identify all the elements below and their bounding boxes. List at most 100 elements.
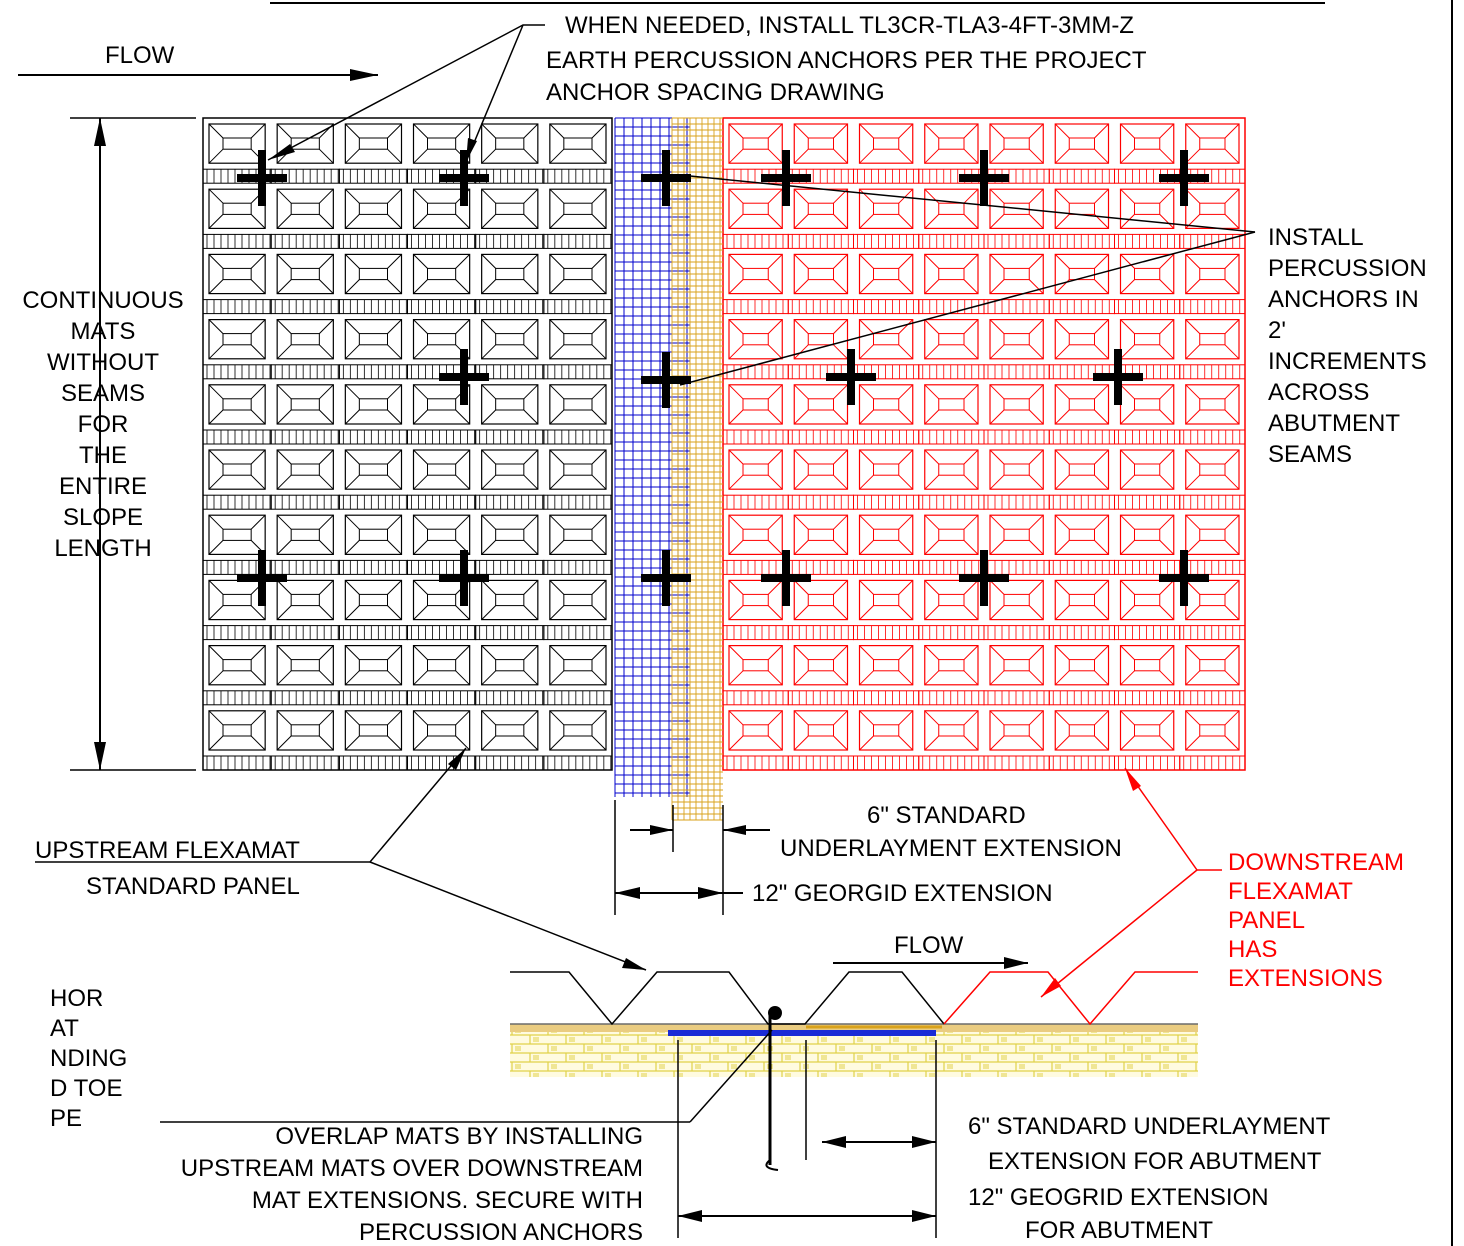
mat-tie-strip <box>853 755 920 771</box>
mat-block-top <box>427 333 457 346</box>
mat-tie-strip <box>983 559 1050 575</box>
mat-tie-hatch <box>547 430 612 444</box>
mat-block <box>858 710 914 751</box>
mat-block-top <box>873 659 900 672</box>
mat-tie-strip <box>722 233 789 249</box>
mat-tie-strip <box>1048 299 1115 315</box>
anchor-cross-v <box>782 150 790 206</box>
mat-block <box>858 514 914 556</box>
mat-block <box>1119 644 1175 686</box>
mat-block <box>276 188 334 229</box>
mat-tie-strip <box>475 625 545 641</box>
mat-tie-strip <box>983 625 1050 641</box>
mat-block <box>1185 384 1240 425</box>
upstream-leader-arrow-2 <box>622 958 646 970</box>
mat-block-bevel <box>924 449 979 490</box>
mat-block-top <box>807 528 834 541</box>
mat-block <box>989 449 1044 490</box>
downstream-block-profile <box>943 971 1198 1026</box>
mat-block <box>1185 319 1240 360</box>
overlap-note: OVERLAP MATS BY INSTALLING UPSTREAM MATS … <box>181 1123 643 1246</box>
mat-block-bevel <box>859 514 914 555</box>
mat-block <box>728 253 783 295</box>
mat-block-bevel <box>1120 319 1175 360</box>
mat-tie-hatch <box>1183 625 1241 640</box>
mat-block-top <box>1003 398 1030 411</box>
mat-tie-strip <box>202 625 272 641</box>
mat-tie-strip <box>1114 299 1181 315</box>
mat-block-bevel <box>1120 384 1175 425</box>
mat-tie-hatch <box>1052 430 1110 444</box>
mat-tie-hatch <box>411 299 475 314</box>
mat-block-top <box>1068 137 1095 150</box>
mat-block-top <box>290 137 320 150</box>
mat-tie-strip <box>722 690 789 706</box>
mat-block-bevel <box>1120 645 1175 686</box>
mat-tie-hatch <box>274 690 339 705</box>
mat-tie-hatch <box>987 495 1045 510</box>
mat-block-bevel <box>481 384 539 425</box>
mat-block-bevel <box>1185 384 1240 425</box>
mat-tie-strip <box>722 559 789 575</box>
mat-tie-strip <box>983 364 1050 380</box>
install-increments-line: ABUTMENT <box>1268 410 1400 437</box>
mat-tie-hatch <box>1052 234 1110 249</box>
mat-tie-strip <box>338 494 409 510</box>
georgid-dim-arrow-left <box>615 887 640 899</box>
downstream-leader-2 <box>1040 869 1198 998</box>
mat-block-top <box>742 398 769 411</box>
install-increments-line: ANCHORS IN <box>1268 286 1419 313</box>
mat-block-top <box>1068 724 1095 737</box>
mat-block-bevel <box>1054 645 1109 686</box>
mat-block <box>1185 644 1240 686</box>
increment-leader-2 <box>679 231 1256 386</box>
mat-block-bevel <box>208 123 266 164</box>
mat-block-bevel <box>1185 188 1240 229</box>
mat-tie-strip <box>202 364 272 380</box>
mat-block-top <box>358 398 389 411</box>
mat-tie-hatch <box>922 299 980 314</box>
mat-block-top <box>742 333 769 346</box>
mat-tie-hatch <box>547 560 612 575</box>
mat-tie-strip <box>543 625 613 641</box>
mat-block-top <box>873 267 900 281</box>
mat-tie-strip <box>270 429 340 445</box>
mat-block <box>858 644 914 686</box>
mat-block <box>549 579 607 621</box>
mat-block <box>989 188 1044 229</box>
mat-block <box>276 449 334 490</box>
mat-tie-hatch <box>922 625 980 640</box>
mat-block-top <box>427 398 457 411</box>
mat-block-top <box>1199 202 1226 215</box>
mat-block-top <box>222 267 252 281</box>
mat-block-bevel <box>208 514 266 555</box>
mat-block <box>208 710 266 751</box>
mat-block-top <box>1134 593 1161 607</box>
mat-block-bevel <box>549 645 607 686</box>
mat-block-top <box>427 593 457 607</box>
mat-block <box>858 579 914 621</box>
mat-block <box>793 449 849 490</box>
mat-tie-strip <box>1179 755 1246 771</box>
left-cut-label: HOR AT NDING D TOE PE <box>50 985 127 1132</box>
mat-block <box>728 188 783 229</box>
mat-block-bevel <box>793 254 848 294</box>
mat-block-top <box>222 724 252 737</box>
mat-tie-hatch <box>274 625 339 640</box>
anchor-note-leader <box>267 24 545 161</box>
mat-tie-strip <box>722 429 789 445</box>
mat-tie-hatch <box>342 430 407 444</box>
mat-block-bevel <box>989 123 1044 164</box>
mat-block-top <box>873 398 900 411</box>
mat-block-bevel <box>276 710 334 751</box>
mat-block-bevel <box>1120 514 1175 555</box>
mat-block <box>1185 710 1240 751</box>
mat-tie-hatch <box>857 560 914 575</box>
install-increments-line: 2' <box>1268 317 1286 344</box>
mat-outline <box>722 117 1246 771</box>
mat-block-bevel <box>1185 254 1240 294</box>
mat-tie-hatch <box>547 169 612 184</box>
mat-block <box>793 188 849 229</box>
mat-tie-strip <box>853 429 920 445</box>
mat-block-top <box>938 333 965 346</box>
